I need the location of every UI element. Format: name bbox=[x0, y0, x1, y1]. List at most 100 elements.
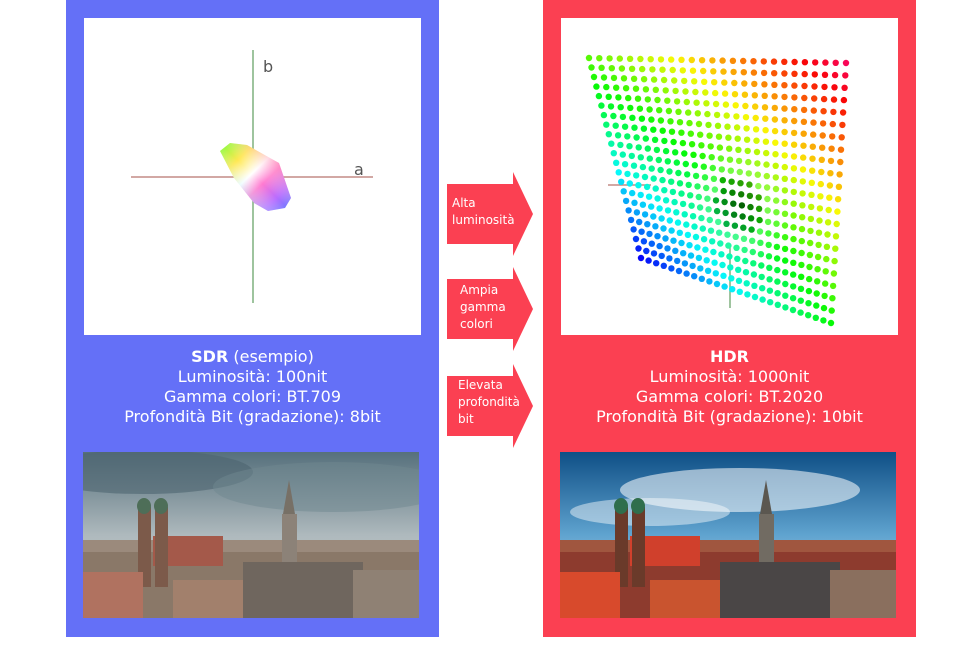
gamut-dot bbox=[841, 84, 848, 92]
gamut-dot bbox=[751, 282, 758, 289]
gamut-dot bbox=[713, 207, 721, 215]
gamut-dot bbox=[627, 216, 635, 224]
gamut-dot bbox=[685, 109, 692, 116]
gamut-dot bbox=[747, 203, 754, 211]
hdr-title-line: HDR bbox=[543, 347, 916, 367]
gamut-dot bbox=[770, 58, 778, 65]
arrow-label-line: profondità bbox=[458, 395, 520, 409]
gamut-dot bbox=[759, 296, 766, 303]
gamut-dot bbox=[722, 209, 729, 217]
gamut-dot bbox=[736, 288, 743, 295]
gamut-dot bbox=[797, 285, 805, 292]
gamut-dot bbox=[708, 154, 715, 161]
gamut-dot bbox=[781, 245, 789, 253]
gamut-dot bbox=[724, 123, 731, 130]
gamut-dot bbox=[766, 287, 774, 294]
gamut-dot bbox=[666, 217, 673, 224]
gamut-dot bbox=[782, 269, 789, 276]
gamut-dot bbox=[745, 170, 752, 177]
gamut-dot bbox=[711, 79, 718, 86]
gamut-dot bbox=[689, 213, 697, 220]
gamut-dot bbox=[643, 247, 650, 255]
gamut-dot bbox=[610, 150, 617, 157]
gamut-dot bbox=[658, 215, 665, 222]
gamut-dot bbox=[781, 93, 788, 101]
gamut-dot bbox=[707, 227, 715, 234]
gamut-dot bbox=[790, 188, 797, 196]
gamut-dot bbox=[726, 145, 733, 152]
gamut-dot bbox=[736, 168, 743, 176]
gamut-dot bbox=[712, 89, 719, 97]
gamut-dot bbox=[752, 103, 759, 110]
gamut-dot bbox=[791, 117, 798, 125]
gamut-dot bbox=[766, 264, 773, 271]
gamut-dot bbox=[655, 156, 662, 164]
gamut-dot bbox=[750, 260, 757, 267]
sdr-gamut-svg: b a bbox=[131, 50, 373, 303]
gamut-dot bbox=[645, 257, 652, 264]
gamut-dot bbox=[771, 104, 778, 112]
gamut-dot bbox=[791, 94, 798, 101]
gamut-dot bbox=[603, 83, 610, 91]
gamut-dot bbox=[781, 152, 788, 159]
gamut-dot bbox=[731, 91, 739, 98]
gamut-dot bbox=[772, 162, 779, 169]
gamut-dot bbox=[772, 139, 779, 146]
gamut-dot bbox=[805, 300, 812, 307]
gamut-dot bbox=[731, 79, 738, 87]
gamut-dot bbox=[660, 76, 668, 84]
hdr-luminance: Luminosità: 1000nit bbox=[649, 367, 810, 386]
gamut-dot bbox=[654, 233, 661, 240]
hdr-title: HDR bbox=[710, 347, 749, 366]
gamut-dot bbox=[628, 152, 635, 160]
gamut-dot bbox=[838, 134, 845, 141]
gamut-dot bbox=[683, 221, 690, 228]
gamut-dot bbox=[670, 138, 677, 146]
gamut-dot bbox=[665, 107, 673, 115]
gamut-dot bbox=[630, 162, 638, 169]
gamut-dot bbox=[805, 312, 812, 319]
gamut-dot bbox=[664, 207, 672, 214]
gamut-dot bbox=[617, 104, 624, 111]
gamut-dot bbox=[805, 287, 813, 295]
gamut-dot bbox=[773, 220, 780, 227]
gamut-dot bbox=[624, 170, 631, 178]
gamut-dot bbox=[781, 70, 788, 77]
arrow-high-bit-depth-label: Elevata profondità bit bbox=[458, 377, 520, 428]
gamut-dot bbox=[618, 65, 626, 72]
gamut-dot bbox=[646, 230, 653, 238]
gamut-dot bbox=[742, 257, 749, 265]
gamut-dot bbox=[827, 157, 835, 165]
gamut-dot bbox=[732, 233, 739, 240]
gamut-dot bbox=[720, 68, 727, 75]
sdr-caption: SDR (esempio) Luminosità: 100nit Gamma c… bbox=[66, 347, 439, 427]
gamut-dot bbox=[654, 96, 661, 104]
gamut-dot bbox=[761, 104, 769, 111]
gamut-dot bbox=[811, 71, 818, 78]
gamut-dot bbox=[688, 56, 695, 64]
gamut-dot bbox=[631, 199, 638, 206]
gamut-dot bbox=[709, 238, 716, 245]
gamut-dot bbox=[781, 198, 789, 206]
gamut-dot bbox=[755, 205, 763, 212]
gamut-dot bbox=[656, 107, 663, 114]
arrow-label-line: Elevata bbox=[458, 378, 503, 392]
gamut-dot bbox=[828, 307, 835, 314]
gamut-dot bbox=[821, 292, 828, 300]
gamut-dot bbox=[720, 187, 727, 195]
gamut-dot bbox=[674, 257, 681, 265]
gamut-dot bbox=[771, 127, 779, 135]
gamut-dot bbox=[585, 54, 593, 62]
gamut-dot bbox=[682, 160, 689, 168]
gamut-dot bbox=[829, 133, 836, 140]
gamut-dot bbox=[781, 82, 788, 89]
gamut-dot bbox=[700, 67, 707, 75]
gamut-dot bbox=[626, 143, 633, 150]
gamut-dot bbox=[660, 225, 667, 232]
gamut-dot bbox=[710, 175, 718, 182]
gamut-dot bbox=[791, 58, 798, 66]
gamut-dot bbox=[639, 163, 647, 171]
gamut-dot bbox=[675, 108, 682, 116]
gamut-dot bbox=[764, 207, 771, 214]
gamut-dot bbox=[627, 104, 634, 112]
